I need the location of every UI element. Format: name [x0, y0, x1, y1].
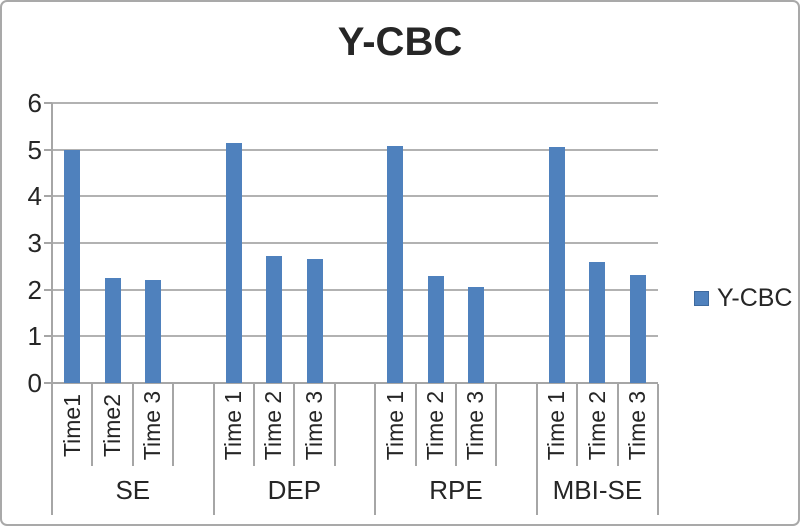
category-label-rpe-time-1-text: Time 1: [381, 390, 408, 460]
y-axis-line: [51, 103, 53, 383]
bar-rpe-time-3: [468, 287, 485, 383]
x-axis-line: [52, 382, 658, 384]
category-label-mbi-se-time-2-text: Time 2: [583, 390, 610, 460]
category-label-mbi-se-time-1-text: Time 1: [543, 390, 570, 460]
gridline-3: [52, 242, 658, 244]
y-axis-tick-6: [44, 102, 52, 104]
y-axis-tick-4: [44, 195, 52, 198]
group-label-dep: DEP: [267, 475, 322, 505]
category-divider: [576, 384, 579, 466]
category-label-mbi-se-time-2: Time 2: [577, 384, 617, 466]
legend-label: Y-CBC: [717, 284, 793, 312]
category-divider: [91, 384, 94, 466]
gridline-6: [52, 102, 658, 104]
category-label-dep-time-2: Time 2: [254, 384, 294, 466]
group-label-se: SE: [115, 475, 151, 505]
category-label-se-time1: Time1: [52, 384, 92, 466]
group-divider-mbi-se-end: [657, 384, 659, 515]
bar-mbi-se-time-2: [589, 261, 606, 383]
bar-dep-time-2: [266, 255, 283, 383]
group-divider-rpe-end: [535, 384, 538, 515]
bar-dep-time-1: [225, 142, 242, 383]
bar-dep-time-3: [306, 259, 323, 383]
category-divider: [131, 384, 134, 466]
y-axis-tick-3: [44, 242, 52, 244]
category-divider: [172, 384, 175, 466]
bar-mbi-se-time-3: [629, 274, 646, 383]
y-axis-tick-5: [44, 148, 52, 151]
bar-se-time1: [64, 149, 81, 383]
category-label-se-time-3: Time 3: [133, 384, 173, 466]
category-divider: [495, 384, 498, 466]
y-axis-label-6: 6: [27, 88, 42, 118]
gridline-5: [52, 148, 658, 151]
legend: Y-CBC: [694, 284, 793, 312]
bar-rpe-time-1: [387, 146, 404, 383]
category-divider: [333, 384, 336, 466]
gridline-2: [52, 288, 658, 291]
y-axis-label-2: 2: [27, 274, 42, 305]
y-axis-label-4: 4: [27, 181, 42, 212]
category-divider: [414, 384, 417, 466]
category-label-rpe-time-3-text: Time 3: [462, 390, 489, 460]
category-label-dep-time-1-text: Time 1: [220, 390, 247, 460]
y-axis-label-3: 3: [27, 228, 42, 258]
y-axis-tick-1: [44, 335, 52, 338]
category-divider: [253, 384, 255, 466]
category-label-mbi-se-time-1: Time 1: [537, 384, 577, 466]
gridline-4: [52, 195, 658, 198]
category-label-rpe-time-2: Time 2: [416, 384, 456, 466]
category-label-mbi-se-time-3: Time 3: [618, 384, 658, 466]
gridline-1: [52, 335, 658, 338]
category-label-mbi-se-time-3-text: Time 3: [624, 390, 651, 460]
bar-mbi-se-time-1: [549, 147, 565, 383]
category-label-se-time2-text: Time2: [99, 393, 126, 457]
category-label-se-time-3-text: Time 3: [139, 390, 166, 460]
category-divider: [455, 384, 457, 466]
group-label-mbi-se: MBI-SE: [552, 475, 643, 505]
category-label-rpe-time-3: Time 3: [456, 384, 496, 466]
category-label-dep-time-3: Time 3: [294, 384, 334, 466]
group-label-rpe: RPE: [429, 475, 483, 505]
y-axis-tick-2: [44, 288, 52, 291]
chart-title: Y-CBC: [337, 20, 463, 64]
category-label-dep-time-1: Time 1: [214, 384, 254, 466]
bar-se-time-3: [145, 280, 161, 383]
y-axis-label-1: 1: [27, 321, 42, 352]
category-label-dep-time-3-text: Time 3: [301, 390, 328, 460]
category-divider: [616, 384, 619, 466]
category-label-se-time1-text: Time1: [58, 393, 85, 457]
category-label-rpe-time-1: Time 1: [375, 384, 415, 466]
group-divider-se-end: [212, 384, 215, 515]
category-divider: [293, 384, 296, 466]
y-axis-tick-0: [44, 382, 52, 384]
category-label-rpe-time-2-text: Time 2: [422, 390, 449, 460]
y-axis-label-0: 0: [27, 368, 42, 398]
bar-rpe-time-2: [427, 275, 444, 383]
category-label-dep-time-2-text: Time 2: [260, 390, 287, 460]
y-axis-label-5: 5: [27, 134, 42, 165]
group-divider-start: [51, 384, 53, 515]
group-divider-dep-end: [374, 384, 377, 515]
legend-swatch-icon: [694, 290, 709, 306]
category-label-se-time2: Time2: [92, 384, 132, 466]
bar-se-time2: [104, 278, 121, 383]
